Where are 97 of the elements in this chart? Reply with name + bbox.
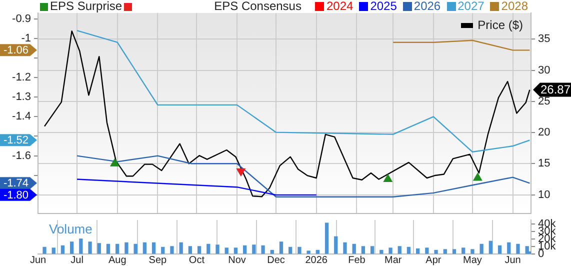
y2-tick-label: 15 (538, 158, 550, 170)
bar (88, 242, 92, 254)
bar (52, 248, 56, 254)
bar (216, 244, 220, 254)
bar (452, 249, 456, 254)
y2-tick-label: 35 (538, 33, 550, 46)
text: -1.52 (3, 134, 29, 147)
bar (242, 245, 247, 254)
bar (425, 248, 429, 254)
y-tick-label: -1 (21, 32, 31, 44)
bar (380, 250, 384, 254)
legend-label: 2026 (414, 0, 441, 13)
bar (116, 244, 120, 254)
bar (462, 248, 466, 254)
y-tick-label: -1.3 (12, 91, 31, 104)
x-tick-label: 2026 (305, 254, 328, 266)
x-tick-label: Jun (30, 254, 46, 266)
bar (252, 244, 256, 254)
bar (206, 244, 210, 254)
y2-tick-label: 30 (538, 64, 550, 76)
text: -1.06 (3, 44, 29, 57)
bar (324, 222, 329, 254)
y-tick-label: -0.9 (12, 12, 31, 25)
data-label: 26.87 (540, 82, 571, 97)
y-tick-label: -1.4 (12, 110, 31, 123)
y2-tick-label: 10 (538, 188, 550, 201)
y2-tick-label: 0 (538, 248, 544, 260)
bar (416, 248, 420, 254)
bar (398, 246, 402, 254)
bar (42, 246, 46, 254)
bar (498, 245, 502, 254)
bar (261, 245, 265, 254)
legend-title: EPS Consensus (214, 0, 302, 13)
y2-tick-label: 20 (538, 126, 550, 139)
bar (480, 244, 484, 254)
x-tick-label: Mar (384, 254, 402, 266)
x-tick-label: May (463, 254, 482, 266)
bar (334, 236, 338, 254)
legend-label: Price ($) (478, 18, 523, 32)
bar (170, 246, 174, 254)
bar (79, 238, 83, 254)
x-tick-label: Sep (148, 254, 168, 266)
bar (134, 244, 138, 254)
x-tick-label: Aug (108, 254, 126, 266)
bar (188, 246, 192, 254)
point (384, 174, 392, 182)
bar (298, 246, 302, 254)
bar (270, 250, 274, 254)
bar (507, 242, 511, 254)
bar (234, 248, 238, 254)
bar (279, 242, 284, 254)
bar (443, 249, 447, 254)
x-tick-label: Apr (426, 254, 442, 266)
x-tick-label: Nov (228, 254, 246, 266)
bar (70, 242, 74, 254)
bar (525, 246, 529, 254)
bar (488, 240, 493, 254)
bar (152, 242, 156, 254)
bar (60, 245, 65, 254)
bar (516, 244, 520, 254)
bar (434, 250, 438, 254)
y2-tick-label: 25 (538, 95, 550, 108)
x-tick-label: Dec (267, 254, 285, 266)
bar (343, 242, 347, 254)
point (473, 173, 482, 181)
bar (288, 246, 292, 254)
text: -1.74 (3, 178, 29, 190)
bar (224, 248, 228, 254)
bar (306, 250, 310, 254)
y-tick-label: -1.6 (12, 150, 31, 162)
x-tick-label: Feb (348, 254, 366, 266)
bar (388, 248, 392, 254)
bar (197, 246, 202, 254)
legend-label: 2025 (370, 0, 397, 13)
legend-label: 2024 (326, 0, 354, 13)
y-tick-label: -1.2 (12, 72, 31, 84)
bar (97, 243, 101, 254)
bar (352, 244, 356, 254)
x-tick-label: Jul (70, 254, 84, 266)
bar (370, 246, 374, 254)
bar (470, 249, 474, 254)
bar (316, 250, 320, 254)
legend-label: 2027 (458, 0, 484, 13)
point (110, 158, 120, 166)
bar (179, 242, 183, 254)
bar (161, 246, 165, 254)
x-tick-label: Jun (504, 254, 521, 266)
bar (106, 244, 110, 254)
legend-label: EPS Surprise (50, 0, 122, 13)
text: -1.80 (3, 189, 29, 202)
bar (142, 242, 146, 254)
x-tick-label: Oct (188, 254, 205, 266)
chart-title: Volume (49, 222, 92, 237)
bar (361, 246, 366, 254)
legend-label: 2028 (501, 0, 528, 13)
bar (406, 246, 411, 254)
bar (124, 242, 128, 254)
